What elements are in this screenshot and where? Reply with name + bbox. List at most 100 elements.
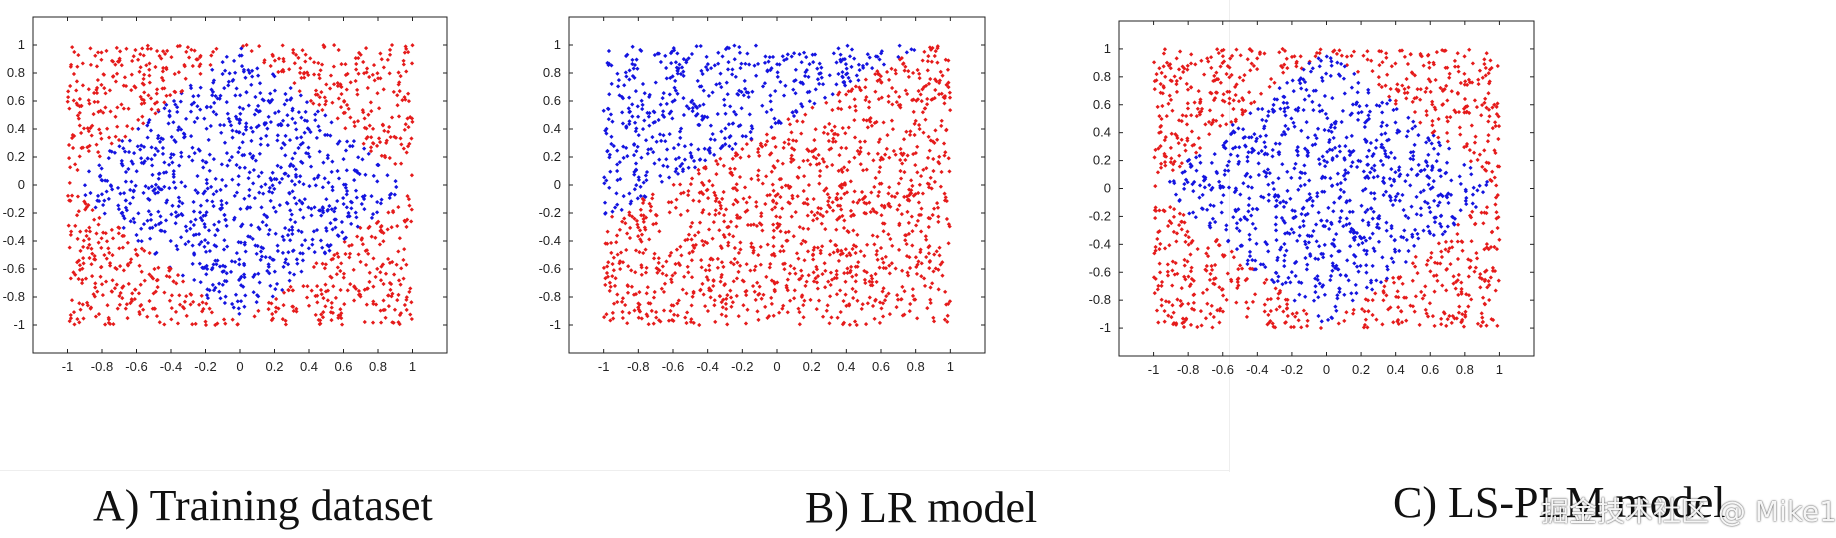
scatter-point [201,213,206,218]
scatter-point [316,173,321,178]
scatter-point [68,316,74,321]
scatter-point [1408,52,1413,57]
scatter-point [1362,235,1367,240]
scatter-point [1155,170,1161,175]
scatter-point [725,67,731,72]
scatter-point [669,61,674,66]
scatter-point [316,124,321,129]
scatter-point [920,87,925,92]
scatter-point [309,288,314,293]
scatter-point [910,70,916,76]
scatter-point [322,266,327,271]
scatter-point [77,96,82,102]
scatter-point [1153,184,1158,189]
scatter-point [671,182,676,187]
scatter-point [256,109,261,114]
scatter-point [216,219,222,225]
scatter-point [1299,128,1304,133]
scatter-point [827,321,832,326]
scatter-point [330,227,335,232]
scatter-point [255,66,260,71]
scatter-point [824,308,829,313]
scatter-point [1153,215,1158,221]
scatter-point [154,91,159,96]
scatter-point [1307,196,1312,202]
scatter-point [1484,182,1489,188]
scatter-point [839,167,844,172]
scatter-point [385,227,390,232]
scatter-point [757,284,762,289]
scatter-point [364,70,369,75]
scatter-point [381,281,386,287]
scatter-point [356,71,361,76]
scatter-point [273,309,278,314]
scatter-point [1393,170,1398,175]
scatter-point [1221,92,1226,97]
scatter-point [149,184,154,189]
scatter-point [1377,103,1382,109]
scatter-point [329,257,334,262]
scatter-point [744,293,749,298]
scatter-point [827,121,832,126]
scatter-point [145,218,150,223]
scatter-point [309,213,314,218]
scatter-point [1493,150,1498,156]
scatter-point [670,273,675,278]
scatter-point [937,154,942,159]
scatter-point [96,312,102,317]
scatter-point [926,81,932,86]
scatter-point [1291,324,1297,330]
scatter-point [775,158,780,164]
scatter-point [160,86,165,91]
scatter-point [867,295,872,300]
scatter-point [1467,147,1472,153]
scatter-point [382,307,387,312]
scatter-point [391,89,396,95]
scatter-point [700,238,705,244]
scatter-point [666,318,672,323]
scatter-point [1377,216,1382,221]
scatter-point [237,262,242,267]
scatter-point [691,320,696,325]
scatter-point [1366,175,1371,181]
scatter-point [1316,257,1321,262]
scatter-point [168,266,173,271]
scatter-point [607,185,612,190]
x-tick-label: 0 [1323,362,1330,377]
scatter-point [336,176,342,181]
panel-divider-vertical [1229,0,1230,472]
scatter-point [65,99,70,104]
scatter-point [947,90,952,95]
scatter-point [893,71,898,76]
scatter-point [707,148,712,154]
scatter-point [1299,66,1304,71]
scatter-point [1384,293,1389,298]
scatter-point [745,307,750,312]
scatter-point [161,78,166,83]
scatter-point [179,89,184,94]
scatter-point [1277,50,1282,55]
scatter-point [256,73,261,78]
scatter-point [632,216,637,221]
scatter-point [730,67,735,72]
scatter-point [292,195,297,201]
scatter-point [313,312,318,318]
scatter-point [329,300,334,305]
scatter-point [1193,215,1198,220]
scatter-point [1427,301,1433,306]
scatter-point [348,80,353,85]
scatter-point [1174,82,1179,87]
scatter-point [814,162,819,167]
scatter-point [169,212,174,217]
scatter-point [393,161,398,167]
scatter-point [68,64,73,69]
scatter-point [1275,258,1280,263]
scatter-point [318,238,324,243]
scatter-point [704,274,709,280]
scatter-point [1467,80,1473,85]
scatter-point [387,155,392,161]
scatter-point [85,126,90,131]
scatter-point [190,63,195,69]
scatter-point [347,255,352,260]
scatter-point [881,62,887,67]
